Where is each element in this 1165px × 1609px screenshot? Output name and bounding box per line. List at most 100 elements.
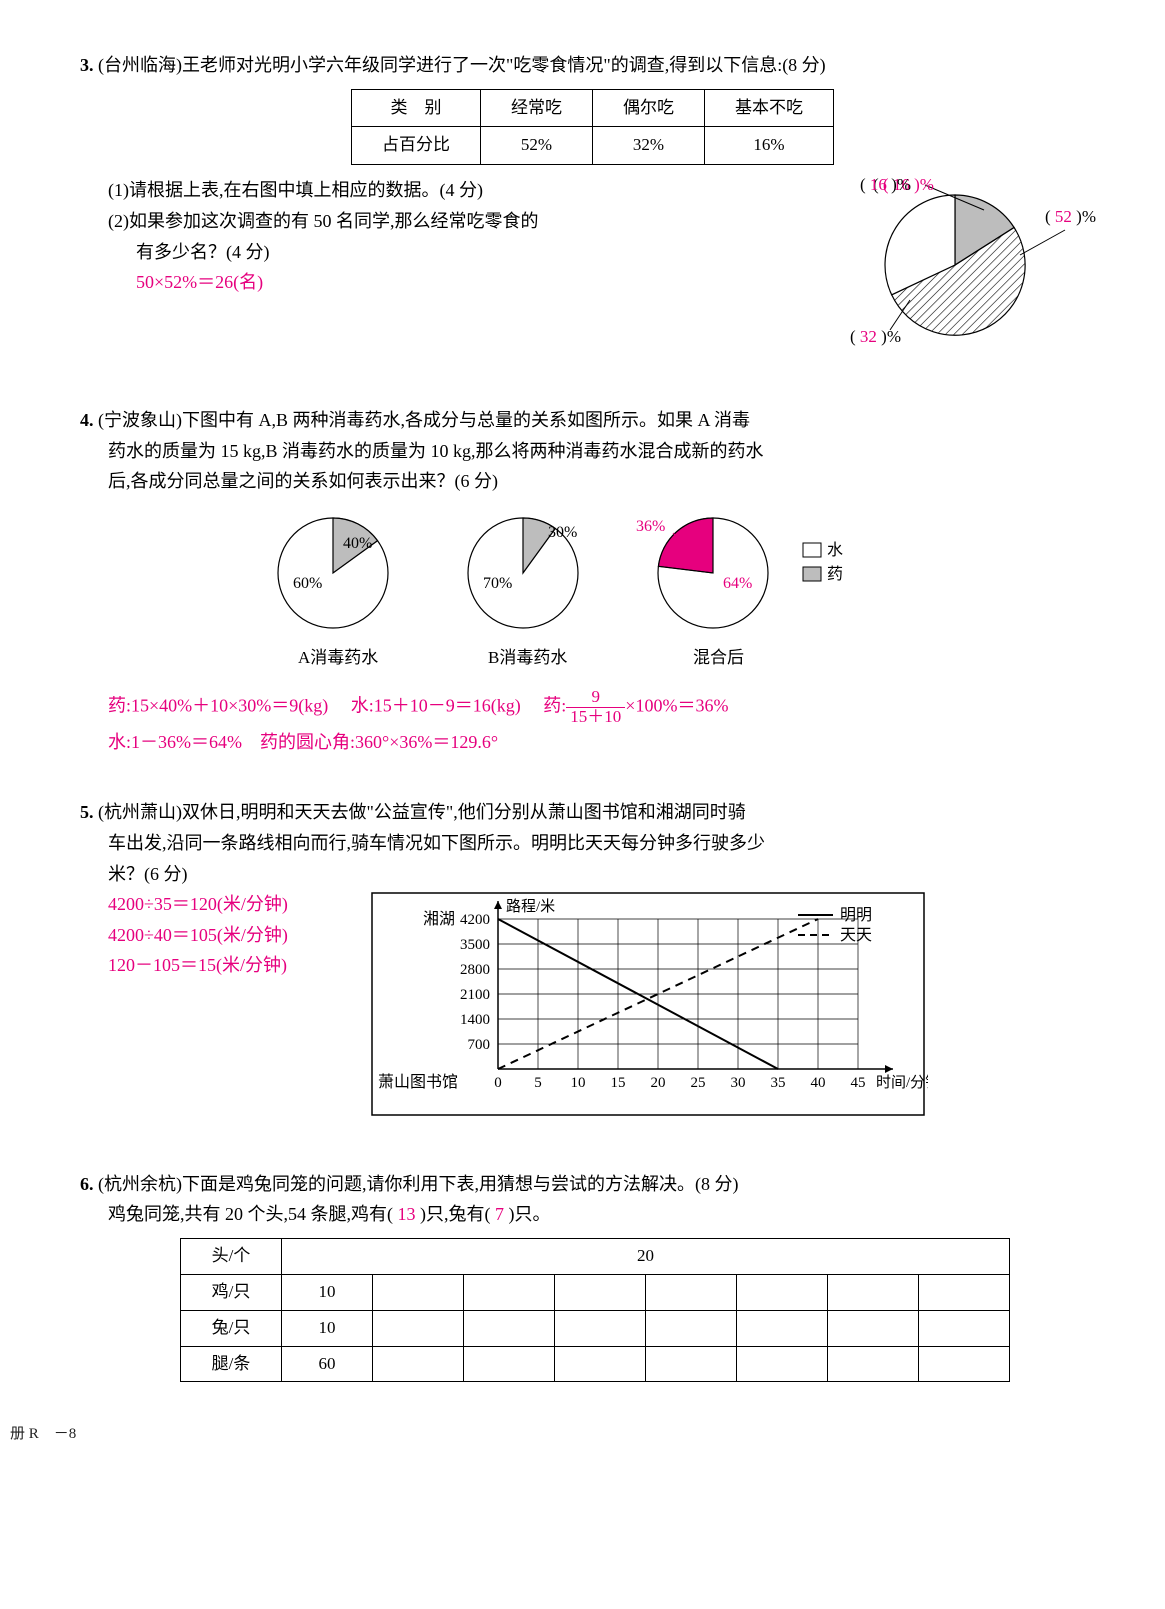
page-footer: 册 R －8: [10, 1422, 76, 1448]
q3-number: 3.: [80, 55, 94, 75]
svg-text:1400: 1400: [460, 1012, 490, 1028]
svg-text:0: 0: [494, 1075, 502, 1091]
q6-l2a: 鸡兔同笼,共有 20 个头,54 条腿,鸡有(: [108, 1204, 398, 1224]
q5-answers: 4200÷35＝120(米/分钟) 4200÷40＝105(米/分钟) 120－…: [108, 889, 368, 981]
q4-ans-l1c-prefix: 药:: [543, 696, 566, 716]
q4-C-36: 36%: [636, 518, 665, 535]
q6-r1-1: 20: [282, 1238, 1010, 1274]
q3-pie: ( ( 16 )% ( 16 )% ( 52 )% ( 32 )%: [745, 175, 1105, 365]
q4-B-label: B消毒药水: [488, 648, 567, 667]
q5-chart-svg: 4200 3500 2800 2100 1400 700 0 5 10 15 2…: [368, 889, 928, 1119]
q3-td-3: 16%: [705, 127, 834, 165]
question-3: 3. (台州临海)王老师对光明小学六年级同学进行了一次"吃零食情况"的调查,得到…: [80, 50, 1105, 365]
q6-l2b: )只,兔有(: [416, 1204, 496, 1224]
q6-ans2: 7: [495, 1204, 504, 1224]
q3-td-1: 52%: [481, 127, 593, 165]
q5-ans1: 4200÷35＝120(米/分钟): [108, 889, 368, 920]
q3-td-0: 占百分比: [352, 127, 481, 165]
q5-place2: 萧山图书馆: [378, 1073, 458, 1091]
q4-B-70: 70%: [483, 575, 512, 592]
svg-text:10: 10: [571, 1075, 586, 1091]
q5-ans2: 4200÷40＝105(米/分钟): [108, 920, 368, 951]
q6-ans1: 13: [398, 1204, 416, 1224]
svg-text:40: 40: [811, 1075, 826, 1091]
frac-num: 9: [566, 688, 625, 708]
q4-ans-l1: 药:15×40%＋10×30%＝9(kg) 水:15＋10－9＝16(kg) 药…: [80, 688, 1105, 726]
q4-A-40: 40%: [343, 535, 372, 552]
q4-C-64: 64%: [723, 575, 752, 592]
q3-lbl-52: ( 52 )%: [1045, 203, 1096, 232]
q3-sub2b: 有多少名？(4 分): [108, 237, 745, 268]
q4-pies: 40% 60% A消毒药水 30% 70% B消毒药水 64%: [80, 503, 1105, 683]
svg-text:30: 30: [731, 1075, 746, 1091]
q3-source: (台州临海): [98, 55, 182, 75]
q3-lbl-32: ( 32 )%: [850, 323, 901, 352]
q5-ylabel: 路程/米: [506, 898, 555, 915]
q5-place1: 湘湖: [423, 910, 455, 928]
q6-l2: 鸡兔同笼,共有 20 个头,54 条腿,鸡有( 13 )只,兔有( 7 )只。: [80, 1199, 1105, 1230]
question-4: 4. (宁波象山)下图中有 A,B 两种消毒药水,各成分与总量的关系如图所示。如…: [80, 405, 1105, 757]
q4-A-label: A消毒药水: [298, 648, 378, 667]
q3-text: 王老师对光明小学六年级同学进行了一次"吃零食情况"的调查,得到以下信息:(8 分…: [182, 55, 826, 75]
q6-table: 头/个 20 鸡/只 10 兔/只 10 腿/条 60: [180, 1238, 1010, 1383]
question-5: 5. (杭州萧山)双休日,明明和天天去做"公益宣传",他们分别从萧山图书馆和湘湖…: [80, 797, 1105, 1128]
q5-stem: 5. (杭州萧山)双休日,明明和天天去做"公益宣传",他们分别从萧山图书馆和湘湖…: [80, 797, 1105, 828]
q5-source: (杭州萧山): [98, 802, 182, 822]
q6-r1-0: 头/个: [181, 1238, 282, 1274]
q3-th-1: 经常吃: [481, 89, 593, 127]
svg-text:15: 15: [611, 1075, 626, 1091]
q4-ans-l2: 水:1－36%＝64% 药的圆心角:360°×36%＝129.6°: [80, 727, 1105, 758]
q5-l3: 米？(6 分): [80, 859, 1105, 890]
svg-text:35: 35: [771, 1075, 786, 1091]
svg-text:5: 5: [534, 1075, 542, 1091]
table-row: 兔/只 10: [181, 1310, 1010, 1346]
q4-l1: 下图中有 A,B 两种消毒药水,各成分与总量的关系如图所示。如果 A 消毒: [182, 410, 750, 430]
q3-stem: 3. (台州临海)王老师对光明小学六年级同学进行了一次"吃零食情况"的调查,得到…: [80, 50, 1105, 81]
fraction: 915＋10: [566, 688, 625, 726]
q3-th-0: 类 别: [352, 89, 481, 127]
q3-answer: 50×52%＝26(名): [108, 267, 745, 298]
table-row: 占百分比 52% 32% 16%: [352, 127, 834, 165]
q4-l3: 后,各成分同总量之间的关系如何表示出来？(6 分): [80, 466, 1105, 497]
frac-den: 15＋10: [566, 708, 625, 727]
q3-td-2: 32%: [593, 127, 705, 165]
svg-text:3500: 3500: [460, 937, 490, 953]
q4-pies-svg: 40% 60% A消毒药水 30% 70% B消毒药水 64%: [203, 503, 983, 673]
question-6: 6. (杭州余杭)下面是鸡兔同笼的问题,请你利用下表,用猜想与尝试的方法解决。(…: [80, 1169, 1105, 1383]
svg-text:4200: 4200: [460, 912, 490, 928]
q5-l1: 双休日,明明和天天去做"公益宣传",他们分别从萧山图书馆和湘湖同时骑: [182, 802, 746, 822]
svg-text:2800: 2800: [460, 962, 490, 978]
table-row: 类 别 经常吃 偶尔吃 基本不吃: [352, 89, 834, 127]
q4-ans-l1a: 药:15×40%＋10×30%＝9(kg): [108, 696, 328, 716]
q3-th-2: 偶尔吃: [593, 89, 705, 127]
q5-l2: 车出发,沿同一条路线相向而行,骑车情况如下图所示。明明比天天每分钟多行驶多少: [80, 828, 1105, 859]
q4-source: (宁波象山): [98, 410, 182, 430]
table-row: 腿/条 60: [181, 1346, 1010, 1382]
q3-table: 类 别 经常吃 偶尔吃 基本不吃 占百分比 52% 32% 16%: [351, 89, 834, 166]
svg-text:700: 700: [468, 1037, 491, 1053]
svg-text:20: 20: [651, 1075, 666, 1091]
q4-ans-l1b: 水:15＋10－9＝16(kg): [351, 696, 521, 716]
svg-text:25: 25: [691, 1075, 706, 1091]
table-row: 头/个 20: [181, 1238, 1010, 1274]
q3-lbl-16: ( 16 )%: [860, 171, 911, 200]
q4-legend-water: 水: [827, 541, 843, 559]
q5-leg2: 天天: [840, 927, 872, 944]
q5-chart: 4200 3500 2800 2100 1400 700 0 5 10 15 2…: [368, 889, 928, 1129]
q4-ans-l1c-suffix: ×100%＝36%: [625, 696, 728, 716]
q3-sub2a: (2)如果参加这次调查的有 50 名同学,那么经常吃零食的: [108, 206, 745, 237]
q5-xlabel: 时间/分钟: [876, 1074, 928, 1091]
q6-stem: 6. (杭州余杭)下面是鸡兔同笼的问题,请你利用下表,用猜想与尝试的方法解决。(…: [80, 1169, 1105, 1200]
q5-body: 4200÷35＝120(米/分钟) 4200÷40＝105(米/分钟) 120－…: [80, 889, 1105, 1129]
q6-l1: 下面是鸡兔同笼的问题,请你利用下表,用猜想与尝试的方法解决。(8 分): [182, 1174, 739, 1194]
q4-number: 4.: [80, 410, 94, 430]
q6-l2c: )只。: [504, 1204, 551, 1224]
q4-legend-drug: 药: [827, 565, 843, 583]
q3-pie-svg: ( ( 16 )%: [745, 175, 1105, 355]
svg-text:2100: 2100: [460, 987, 490, 1003]
q5-ans3: 120－105＝15(米/分钟): [108, 950, 368, 981]
q3-left: (1)请根据上表,在右图中填上相应的数据。(4 分) (2)如果参加这次调查的有…: [80, 175, 745, 297]
q4-A-60: 60%: [293, 575, 322, 592]
q5-number: 5.: [80, 802, 94, 822]
q4-stem: 4. (宁波象山)下图中有 A,B 两种消毒药水,各成分与总量的关系如图所示。如…: [80, 405, 1105, 436]
